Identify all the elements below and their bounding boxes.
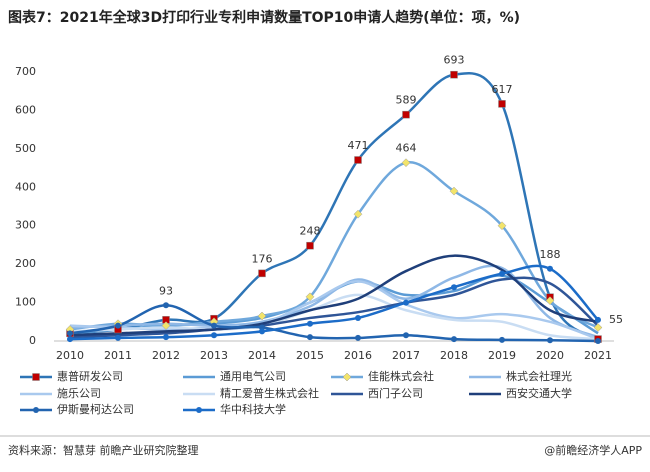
x-tick-label: 2017 <box>392 349 420 362</box>
x-tick-label: 2013 <box>200 349 228 362</box>
point <box>450 70 458 79</box>
y-tick-label: 600 <box>15 103 36 116</box>
series-line <box>69 264 599 341</box>
x-tick-label: 2020 <box>536 349 564 362</box>
point <box>499 270 505 277</box>
data-label: 188 <box>540 248 561 261</box>
legend-label: 通用电气公司 <box>220 369 286 383</box>
point <box>451 284 457 291</box>
point <box>403 332 409 339</box>
series-line <box>69 276 599 339</box>
point <box>401 158 411 168</box>
x-tick-label: 2014 <box>248 349 276 362</box>
data-label: 176 <box>252 252 273 265</box>
legend-marker <box>33 407 39 413</box>
point <box>163 334 169 341</box>
y-tick-label: 300 <box>15 219 36 232</box>
point <box>259 328 265 335</box>
point <box>115 334 121 341</box>
point <box>258 269 266 278</box>
source: 资料来源：智慧芽 前瞻产业研究院整理 <box>8 443 199 457</box>
point <box>353 209 363 219</box>
chart-title: 图表7：2021年全球3D打印行业专利申请数量TOP10申请人趋势(单位：项，%… <box>8 9 520 26</box>
legend-label: 株式会社理光 <box>506 369 572 383</box>
data-label: 693 <box>444 54 465 67</box>
point <box>545 296 555 306</box>
legend-marker <box>32 373 40 381</box>
legend-marker <box>342 372 352 382</box>
point <box>595 338 601 344</box>
y-tick-label: 0 <box>29 334 36 347</box>
x-tick-label: 2011 <box>104 349 132 362</box>
y-tick-label: 500 <box>15 142 36 155</box>
data-label: 55 <box>609 313 623 326</box>
legend-label: 伊斯曼柯达公司 <box>57 403 134 416</box>
x-tick-label: 2012 <box>152 349 180 362</box>
point <box>451 336 457 343</box>
point <box>257 311 267 321</box>
point <box>355 334 361 341</box>
x-tick-label: 2016 <box>344 349 372 362</box>
point <box>595 316 601 323</box>
point <box>161 321 171 330</box>
point <box>593 323 603 332</box>
series-line <box>69 71 599 341</box>
series-line <box>69 254 599 337</box>
point <box>307 334 313 341</box>
point <box>547 265 553 272</box>
point <box>163 302 169 309</box>
point <box>499 336 505 343</box>
y-tick-label: 700 <box>15 65 36 78</box>
data-label: 93 <box>159 284 173 297</box>
point <box>67 330 73 337</box>
point <box>67 336 73 343</box>
credit: @前瞻经济学人APP <box>544 443 642 457</box>
series-line <box>69 293 599 341</box>
y-tick-label: 400 <box>15 180 36 193</box>
point <box>211 332 217 339</box>
data-label: 471 <box>348 139 369 152</box>
x-tick-label: 2010 <box>56 349 84 362</box>
point <box>211 322 217 329</box>
data-label: 589 <box>396 94 417 107</box>
legend-label: 西安交通大学 <box>506 386 572 400</box>
point <box>497 221 507 231</box>
x-tick-label: 2019 <box>488 349 516 362</box>
point <box>355 314 361 321</box>
point <box>403 299 409 306</box>
legend-label: 惠普研发公司 <box>57 369 123 383</box>
legend-label: 华中科技大学 <box>220 402 286 416</box>
point <box>449 186 459 196</box>
point <box>305 292 315 302</box>
legend-label: 精工爱普生株式会社 <box>220 386 319 400</box>
point <box>498 100 506 108</box>
point <box>115 322 121 329</box>
legend-marker <box>196 407 202 413</box>
x-tick-label: 2015 <box>296 349 324 362</box>
y-tick-label: 200 <box>15 257 36 270</box>
data-label: 617 <box>492 83 513 96</box>
data-label: 248 <box>300 225 321 238</box>
point <box>306 241 314 250</box>
x-tick-label: 2018 <box>440 349 468 362</box>
y-tick-label: 100 <box>15 296 36 309</box>
point <box>402 110 410 119</box>
data-label: 464 <box>396 142 417 155</box>
point <box>354 156 362 164</box>
point <box>307 320 313 327</box>
legend-label: 佳能株式会社 <box>368 369 434 383</box>
x-tick-label: 2021 <box>584 349 612 362</box>
legend-label: 西门子公司 <box>368 386 423 400</box>
legend-label: 施乐公司 <box>57 387 101 400</box>
series-line <box>69 280 599 341</box>
point <box>547 337 553 344</box>
series-line <box>69 304 599 343</box>
